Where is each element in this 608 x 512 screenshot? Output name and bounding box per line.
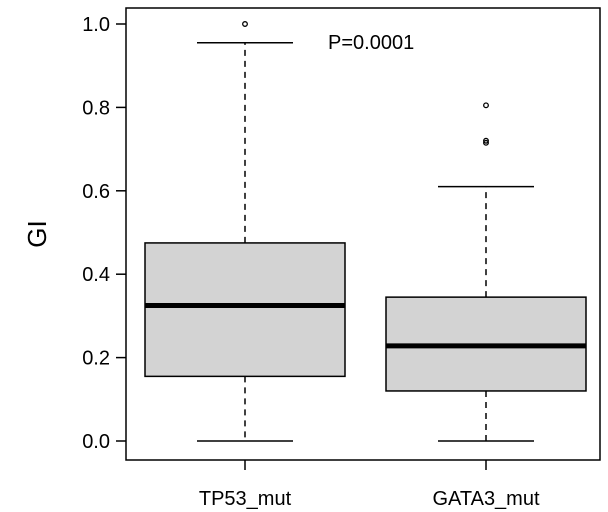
y-axis: 0.0 0.2 0.4 0.6 0.8 1.0: [82, 14, 126, 453]
outlier-point: [483, 137, 489, 144]
y-tick-label: 0.6: [82, 181, 110, 203]
iqr-box: [144, 242, 346, 378]
y-tick-label: 1.0: [82, 14, 110, 36]
box-TP53_mut: [144, 21, 346, 442]
x-category-label: GATA3_mut: [432, 488, 540, 510]
outlier-point: [483, 139, 489, 146]
outlier-point: [242, 21, 248, 27]
plot-border: [125, 7, 601, 461]
boxes: [144, 21, 587, 442]
x-axis-labels: TP53_mut GATA3_mut: [199, 460, 540, 510]
p-value-annotation: P=0.0001: [328, 32, 414, 54]
y-tick-label: 0.8: [82, 97, 110, 119]
x-category-label: TP53_mut: [199, 488, 292, 510]
y-tick-label: 0.2: [82, 348, 110, 370]
y-axis-label: GI: [22, 220, 52, 247]
y-tick-label: 0.4: [82, 264, 110, 286]
plot-frame: [125, 7, 601, 461]
box-GATA3_mut: [385, 102, 587, 442]
outlier-point: [483, 102, 489, 109]
y-tick-label: 0.0: [82, 431, 110, 453]
